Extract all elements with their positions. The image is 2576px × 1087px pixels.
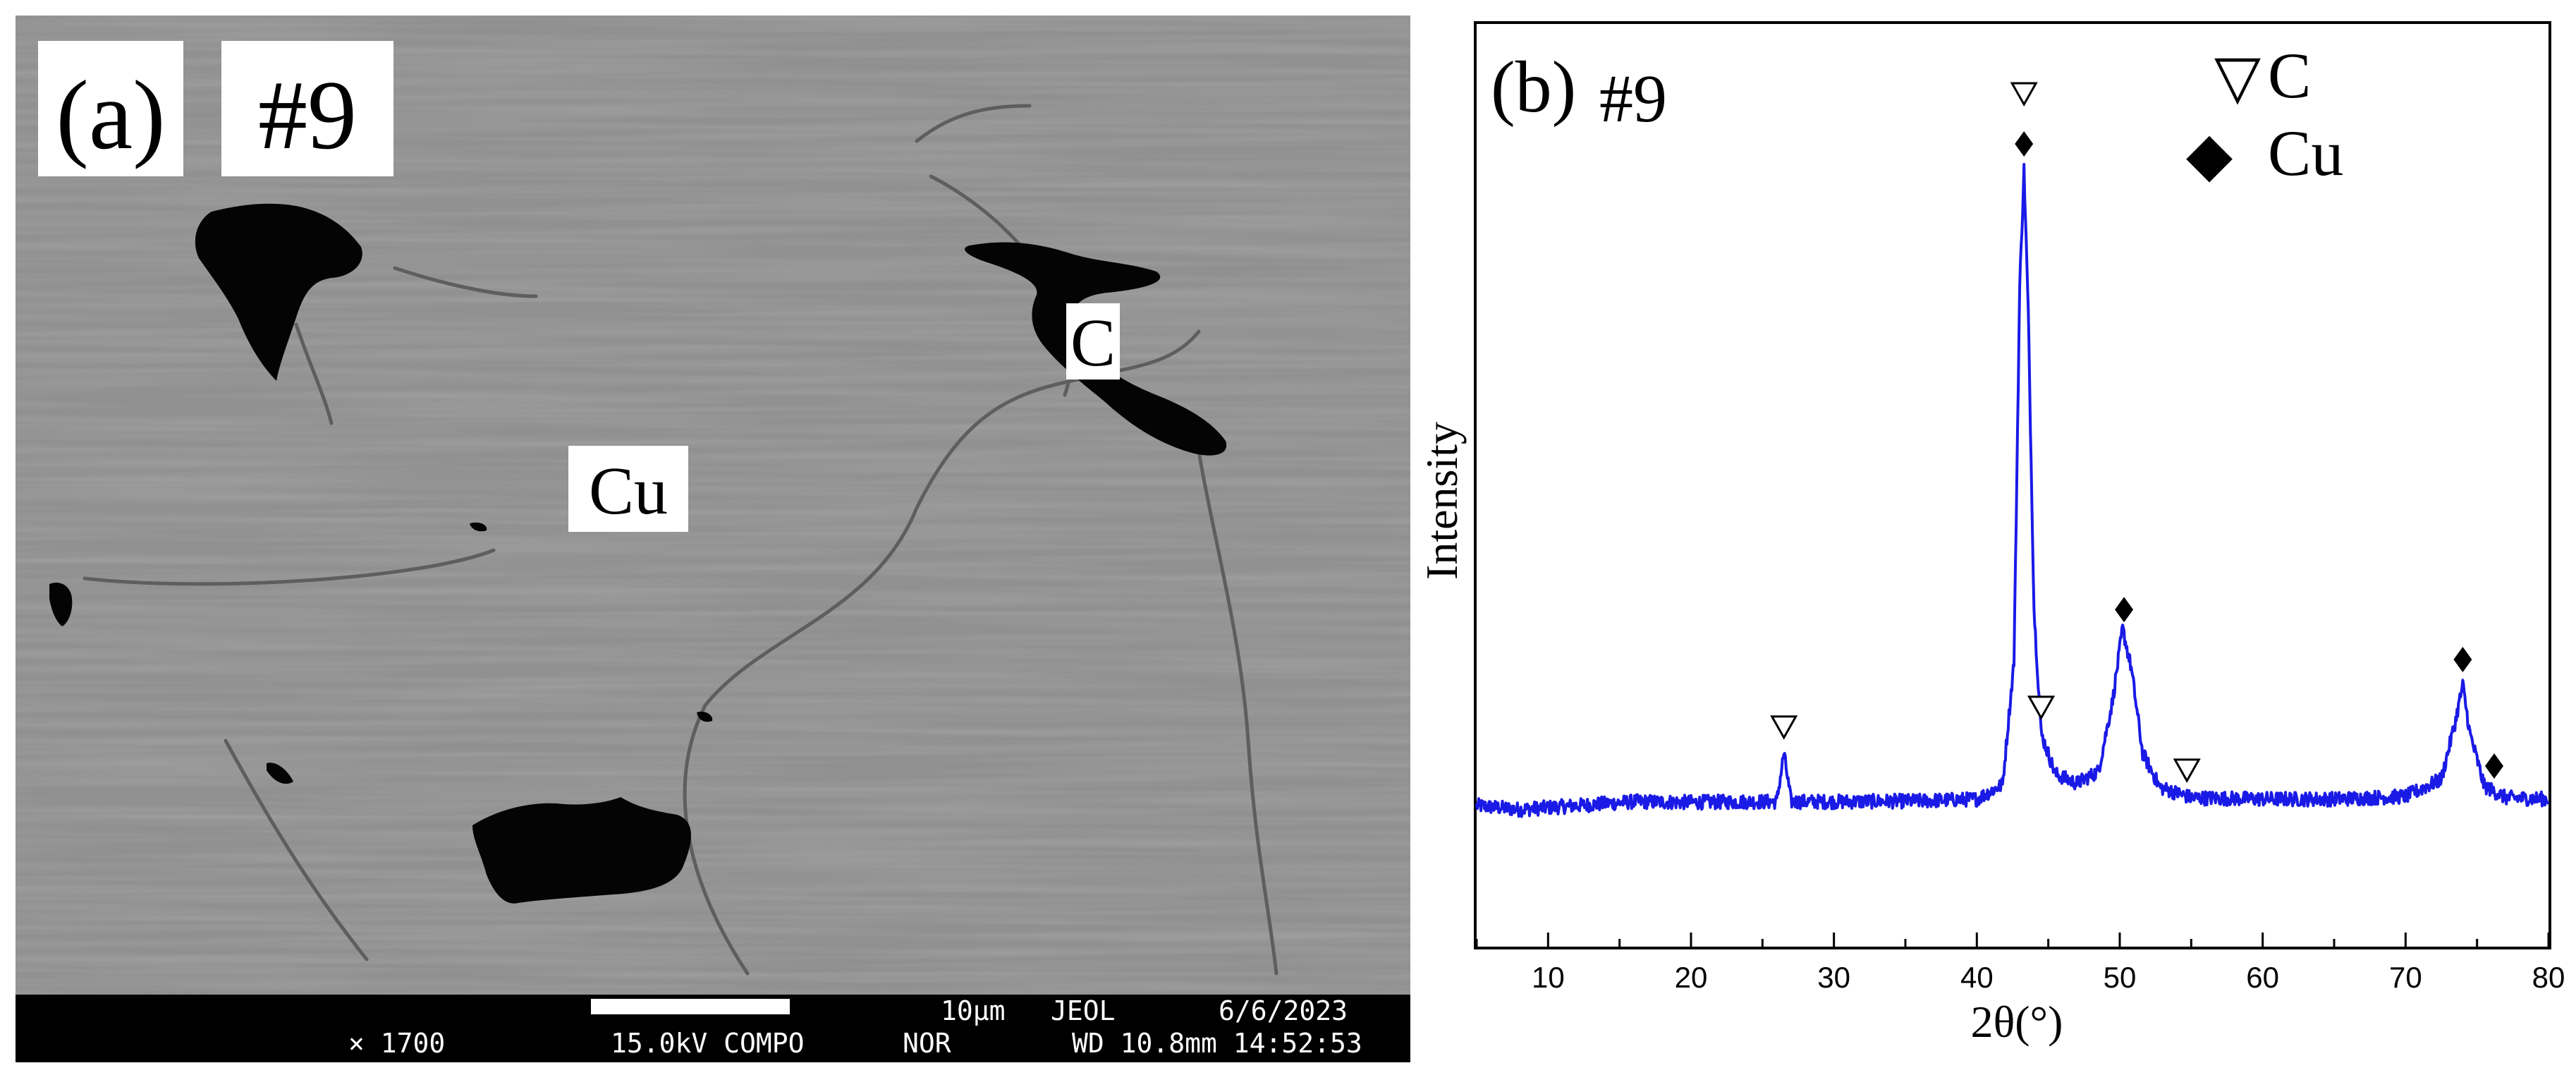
carbon-peak-marker [2027, 696, 2056, 720]
phase-label-c-box: C [1066, 303, 1120, 380]
x-tick-label: 40 [1960, 961, 1994, 994]
x-tick-label: 60 [2246, 961, 2279, 994]
carbon-particle [267, 763, 293, 784]
carbon-peak-marker [1770, 715, 1798, 740]
carbon-particle [195, 203, 362, 381]
copper-peak-marker [2015, 131, 2034, 157]
y-axis-label: Intensity [1417, 422, 1467, 580]
magnification-text: × 1700 [348, 1028, 445, 1059]
legend-symbol-c: ▽ [2214, 43, 2261, 111]
copper-peak-marker [2115, 597, 2134, 623]
carbon-peak-marker [2173, 758, 2201, 783]
copper-peak-marker [2484, 753, 2503, 779]
x-axis-ticks: 10 20 30 40 50 60 70 80 [1475, 933, 2565, 994]
legend-symbol-cu: ◆ [2186, 121, 2233, 188]
x-tick-label: 50 [2104, 961, 2137, 994]
panel-a-sem-image: (a) #9 C Cu 10μm JEOL 6/6/2023 × 1700 15… [16, 16, 1410, 1062]
x-tick-label: 30 [1817, 961, 1850, 994]
phase-label-cu-box: Cu [568, 446, 688, 532]
carbon-particle [49, 583, 73, 626]
legend-label-c: C [2268, 40, 2311, 111]
x-tick-label: 20 [1675, 961, 1708, 994]
date-text: 6/6/2023 [1219, 995, 1348, 1026]
voltage-mode-text: 15.0kV COMPO [611, 1028, 805, 1059]
carbon-peak-marker [2010, 82, 2038, 107]
panel-b-label: (b) [1491, 47, 1576, 128]
carbon-particle [470, 522, 487, 532]
xrd-pattern-line [1475, 163, 2550, 818]
legend-label-cu: Cu [2268, 117, 2343, 189]
carbon-particle [697, 711, 713, 722]
carbon-particles [49, 203, 1227, 904]
x-tick-label: 10 [1532, 961, 1565, 994]
carbon-particle [965, 242, 1227, 456]
plot-frame [1474, 21, 2551, 949]
peak-markers [1770, 82, 2503, 783]
mode-text: NOR [903, 1028, 951, 1059]
scale-bar [591, 999, 790, 1014]
legend: ▽ C ◆ Cu [2186, 40, 2343, 189]
x-axis-label: 2θ(°) [1971, 997, 2063, 1047]
phase-label-c: C [1070, 305, 1116, 380]
copper-peak-marker [2453, 646, 2472, 672]
maker-text: JEOL [1051, 995, 1116, 1026]
x-tick-label: 70 [2389, 961, 2422, 994]
wd-time-text: WD 10.8mm 14:52:53 [1072, 1028, 1362, 1059]
sem-grain-texture [16, 16, 1410, 995]
phase-label-cu: Cu [589, 453, 668, 528]
panel-a-label-box: (a) [38, 41, 183, 176]
panel-b-xrd-chart: (b) #9 ▽ C ◆ Cu Intensity 2θ(°) 10 20 30 40… [1417, 21, 2565, 1047]
sample-label-a: #9 [258, 61, 357, 170]
panel-a-label: (a) [56, 61, 165, 170]
sample-label-b: #9 [1599, 61, 1667, 136]
x-tick-label: 80 [2532, 961, 2565, 994]
scale-text: 10μm [941, 995, 1006, 1026]
carbon-particle [472, 797, 691, 904]
sample-label-box-a: #9 [221, 41, 393, 176]
sem-info-bar: 10μm JEOL 6/6/2023 × 1700 15.0kV COMPO N… [16, 995, 1410, 1062]
